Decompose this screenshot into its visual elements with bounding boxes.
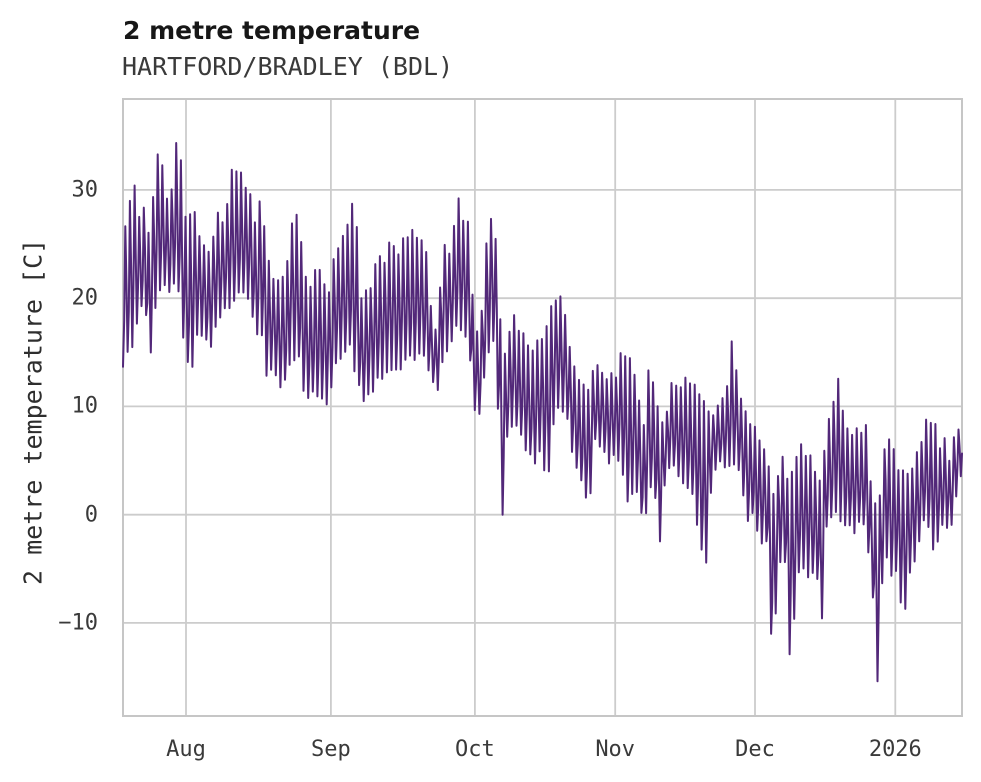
y-tick-label: 20 [71, 285, 99, 311]
chart-title: 2 metre temperature [123, 16, 421, 45]
y-tick-label: 30 [71, 177, 99, 203]
x-tick-label: Oct [455, 737, 495, 762]
x-tick-label: 2026 [868, 737, 922, 762]
y-tick-label: 0 [84, 502, 98, 528]
x-tick-label: Aug [166, 737, 206, 762]
x-tick-label: Sep [311, 737, 351, 762]
y-tick-label: −10 [58, 610, 98, 636]
x-tick-label: Dec [735, 737, 775, 762]
x-tick-label: Nov [595, 737, 636, 762]
chart-subtitle: HARTFORD/BRADLEY (BDL) [122, 52, 454, 81]
y-tick-label: 10 [71, 393, 99, 419]
